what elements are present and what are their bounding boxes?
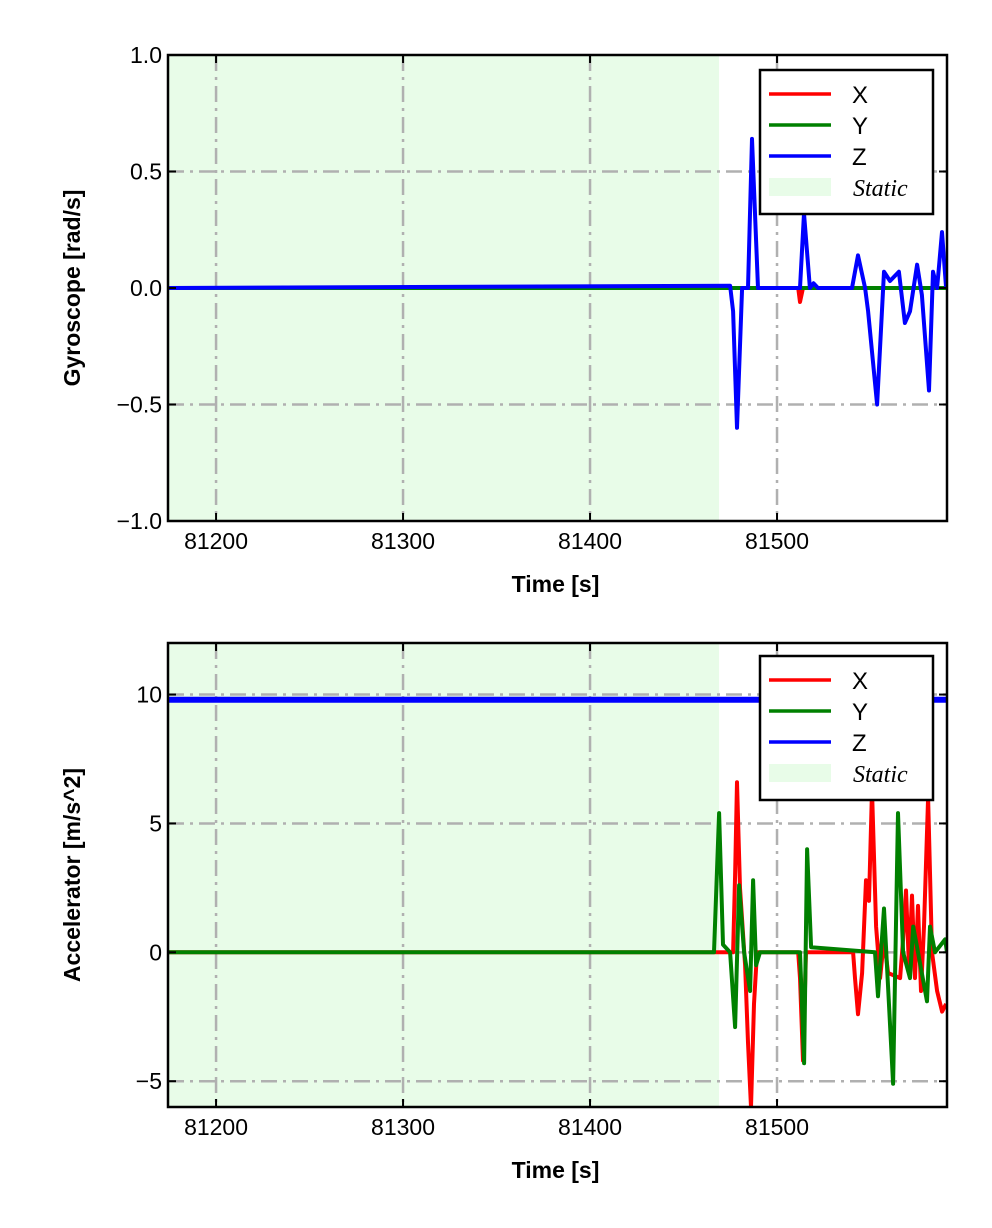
y-tick-label: −5 bbox=[136, 1068, 162, 1094]
y-axis-label: Gyroscope [rad/s] bbox=[59, 190, 85, 387]
legend-label-x: X bbox=[852, 82, 868, 109]
legend-label-y: Y bbox=[852, 699, 868, 726]
y-tick-label: 5 bbox=[149, 810, 162, 836]
x-tick-label: 81400 bbox=[558, 528, 622, 554]
series-line-z bbox=[168, 136, 947, 430]
legend-label-y: Y bbox=[852, 113, 868, 140]
y-tick-label: −1.0 bbox=[117, 508, 162, 534]
y-axis-label: Accelerator [m/s^2] bbox=[59, 768, 85, 982]
legend-label-static: Static bbox=[853, 176, 908, 202]
x-tick-label: 81300 bbox=[371, 1114, 435, 1140]
x-tick-label: 81300 bbox=[371, 528, 435, 554]
y-tick-label: 10 bbox=[136, 682, 162, 708]
legend-swatch-static bbox=[769, 764, 831, 782]
legend-label-static: Static bbox=[853, 762, 908, 788]
legend-label-x: X bbox=[852, 668, 868, 695]
legend-label-z: Z bbox=[852, 730, 867, 757]
x-axis-label: Time [s] bbox=[512, 571, 600, 597]
legend-swatch-static bbox=[769, 178, 831, 196]
x-tick-label: 81500 bbox=[745, 528, 809, 554]
y-tick-label: 0.5 bbox=[130, 159, 162, 185]
x-axis-label: Time [s] bbox=[512, 1157, 600, 1183]
x-tick-label: 81200 bbox=[184, 528, 248, 554]
series-group bbox=[168, 136, 947, 430]
x-tick-label: 81200 bbox=[184, 1114, 248, 1140]
y-tick-label: 0 bbox=[149, 939, 162, 965]
legend-label-z: Z bbox=[852, 144, 867, 171]
subplot-1: 81200 81300 81400 81500 −1.0 −0.5 0.0 0.5 1.0 Tim… bbox=[59, 42, 949, 597]
static-region bbox=[168, 643, 720, 1107]
y-tick-label: 1.0 bbox=[130, 42, 162, 68]
series-line-x bbox=[168, 780, 947, 1107]
x-tick-label: 81500 bbox=[745, 1114, 809, 1140]
y-tick-label: 0.0 bbox=[130, 275, 162, 301]
axes-frame bbox=[166, 641, 949, 1109]
legend: XYZ Static bbox=[758, 654, 935, 802]
series-line-y bbox=[168, 811, 947, 1086]
x-tick-label: 81400 bbox=[558, 1114, 622, 1140]
legend: XYZ Static bbox=[758, 68, 935, 216]
subplot-2: 81200 81300 81400 81500 −5 0 5 10 Time [s] Accele… bbox=[59, 641, 949, 1183]
y-tick-label: −0.5 bbox=[117, 392, 162, 418]
